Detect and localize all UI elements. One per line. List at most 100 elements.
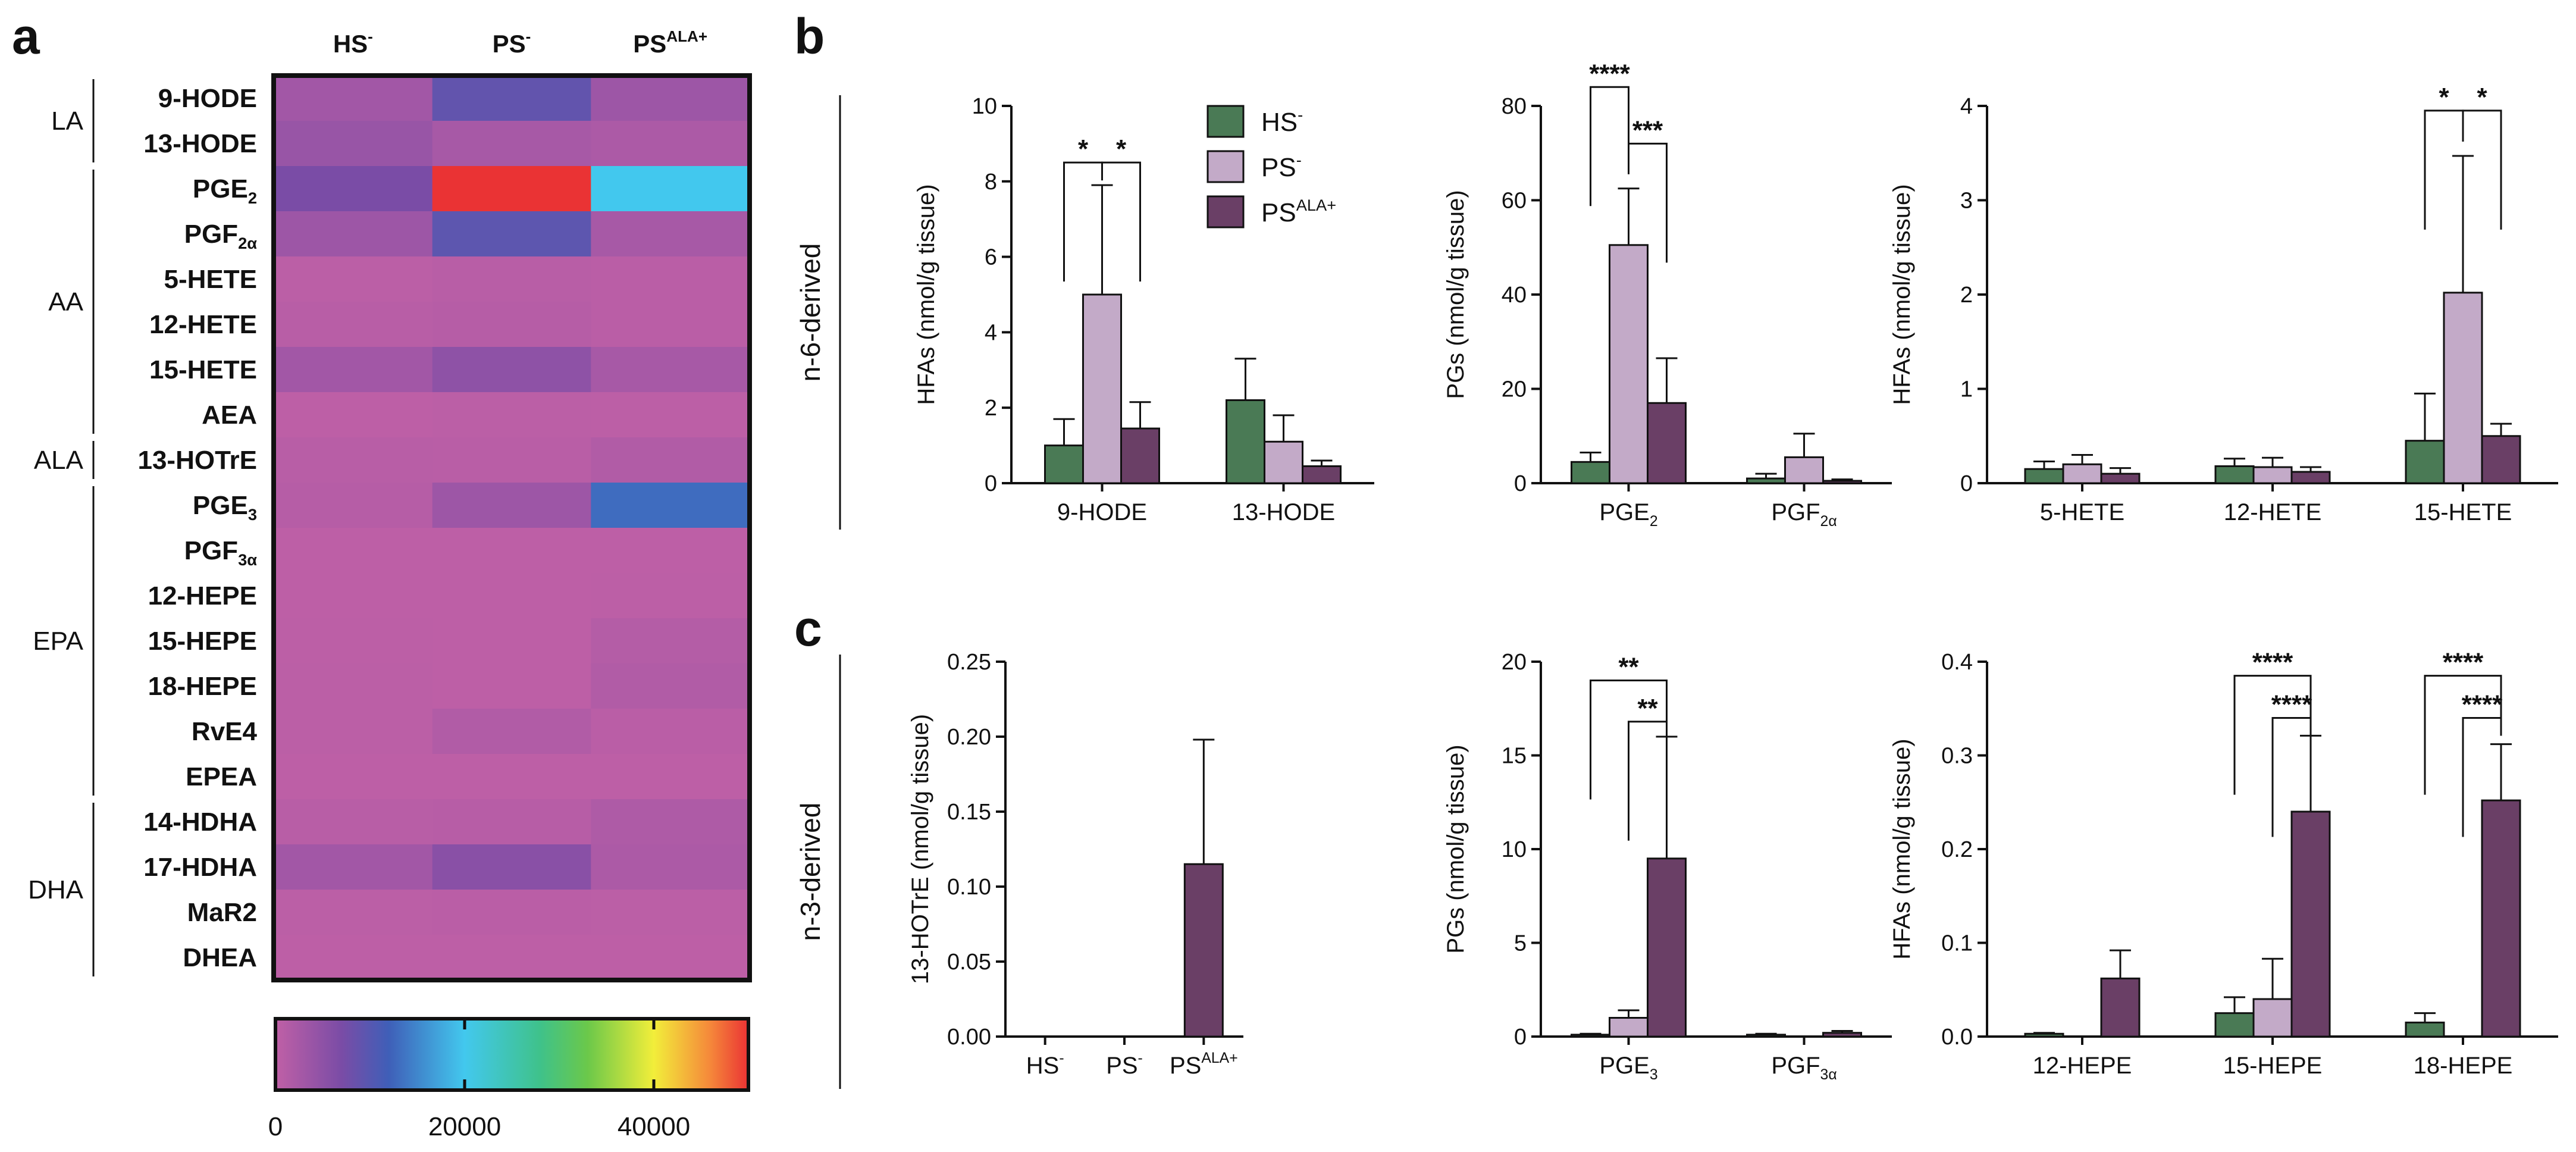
bar: [2405, 440, 2445, 484]
bar: [2290, 471, 2331, 484]
heatmap-row-label: PGF3α: [184, 536, 258, 569]
bar: [1784, 456, 1824, 484]
bar: [1120, 427, 1160, 484]
significance-bracket: [1628, 142, 1668, 263]
bar: [2443, 292, 2483, 484]
heatmap-cell: [432, 121, 591, 167]
bar: [2481, 435, 2521, 484]
heatmap-cell: [274, 121, 433, 167]
y-tick-label: 15: [1502, 744, 1527, 769]
heatmap-cell: [432, 211, 591, 257]
bar: [1822, 480, 1862, 484]
bar: [1822, 1032, 1862, 1038]
bar: [1044, 444, 1084, 484]
heatmap-cell: [432, 483, 591, 528]
heatmap-cell: [274, 528, 433, 574]
y-tick-label: 0.1: [1941, 931, 1973, 956]
significance-bracket: [2462, 717, 2502, 837]
heatmap-cell: [591, 663, 750, 709]
heatmap-group-labels: LA AA ALA EPA DHA: [28, 79, 95, 976]
significance-label: **: [1637, 694, 1658, 723]
y-tick-label: 4: [985, 320, 997, 345]
heatmap-cell: [591, 121, 750, 167]
heatmap-cell: [591, 76, 750, 121]
y-tick-label: 10: [1502, 837, 1527, 862]
significance-label: ****: [2443, 648, 2484, 677]
heatmap-column-label: PS-: [493, 27, 531, 58]
heatmap-cell: [591, 256, 750, 302]
heatmap-cell: [432, 663, 591, 709]
x-tick-label: PGF2α: [1771, 499, 1837, 530]
heatmap-row-label: PGF2α: [184, 220, 258, 252]
heatmap-cell: [591, 166, 750, 212]
bar: [1571, 1034, 1610, 1038]
x-tick-label: PS-: [1106, 1050, 1143, 1079]
heatmap-cell: [274, 935, 433, 981]
bar: [2252, 998, 2293, 1038]
bar: [1609, 1017, 1649, 1038]
heatmap-cell: [432, 709, 591, 755]
legend: HS- PS- PSALA+: [1206, 105, 1336, 228]
x-tick-label: HS-: [1026, 1050, 1064, 1079]
significance-label: ***: [1632, 115, 1663, 145]
bar: [1226, 399, 1265, 484]
legend-label: PSALA+: [1261, 196, 1336, 227]
heatmap-row-label: 12-HEPE: [148, 581, 257, 611]
x-tick-label: 9-HODE: [1057, 499, 1147, 525]
heatmap-cell: [591, 347, 750, 393]
significance-bracket: [2233, 675, 2312, 795]
y-tick-label: 0.25: [947, 650, 991, 675]
bar: [2405, 1021, 2445, 1038]
y-tick-label: 0.4: [1941, 650, 1973, 675]
heatmap-cell: [274, 437, 433, 483]
heatmap-row-label: 14-HDHA: [143, 807, 257, 837]
chart-b1-hode: 0 2 4 6 8 10 HFAs (nmol/g tissue) 9-HODE 13-HODE…: [913, 94, 1374, 525]
y-tick-label: 4: [1960, 94, 1973, 119]
heatmap-group-label: DHA: [28, 875, 84, 904]
heatmap-group-label: EPA: [33, 627, 83, 656]
colorbar-gradient: [274, 1017, 750, 1092]
y-tick-label: 40: [1502, 283, 1527, 308]
heatmap-cell: [432, 799, 591, 845]
heatmap-cell: [591, 754, 750, 800]
heatmap-cell: [432, 347, 591, 393]
y-tick-label: 0: [1514, 1025, 1527, 1050]
n3-derived-label: n-3-derived: [795, 803, 826, 941]
y-axis-label: HFAs (nmol/g tissue): [1889, 184, 1915, 405]
x-tick-label: 12-HEPE: [2033, 1053, 2132, 1079]
heatmap-cell: [432, 302, 591, 348]
significance-bracket: [1590, 680, 1668, 800]
heatmap-cell: [591, 392, 750, 438]
heatmap-cell: [274, 166, 433, 212]
heatmap-row-label: 5-HETE: [164, 265, 257, 294]
bar: [1746, 1034, 1786, 1038]
heatmap-cell: [432, 256, 591, 302]
bar: [2024, 468, 2064, 484]
y-axis-label: PGs (nmol/g tissue): [1443, 744, 1469, 953]
heatmap-row-label: DHEA: [183, 943, 257, 972]
heatmap-cell: [274, 302, 433, 348]
panel-label-c: c: [794, 600, 822, 656]
heatmap-group-label: LA: [51, 107, 83, 136]
colorbar-tick-label: 20000: [428, 1112, 501, 1141]
bar: [1302, 465, 1342, 484]
heatmap-row-label: 15-HETE: [149, 355, 257, 384]
heatmap-row-label: AEA: [202, 400, 257, 430]
significance-label: ****: [1589, 59, 1630, 88]
significance-bracket: [1063, 161, 1103, 282]
bar: [2290, 810, 2331, 1038]
heatmap-row-label: 15-HEPE: [148, 627, 257, 656]
x-tick-label: PSALA+: [1170, 1050, 1238, 1079]
y-tick-label: 20: [1502, 650, 1527, 675]
x-tick-label: PGE2: [1599, 499, 1657, 530]
y-tick-label: 2: [1960, 283, 1973, 308]
heatmap-cell: [274, 799, 433, 845]
y-tick-label: 1: [1960, 377, 1973, 402]
legend-swatch: [1206, 150, 1245, 183]
heatmap-cell: [432, 76, 591, 121]
bar: [1183, 863, 1224, 1038]
y-tick-label: 3: [1960, 189, 1973, 214]
bar: [2062, 463, 2102, 484]
y-tick-label: 20: [1502, 377, 1527, 402]
heatmap-cell: [591, 618, 750, 664]
